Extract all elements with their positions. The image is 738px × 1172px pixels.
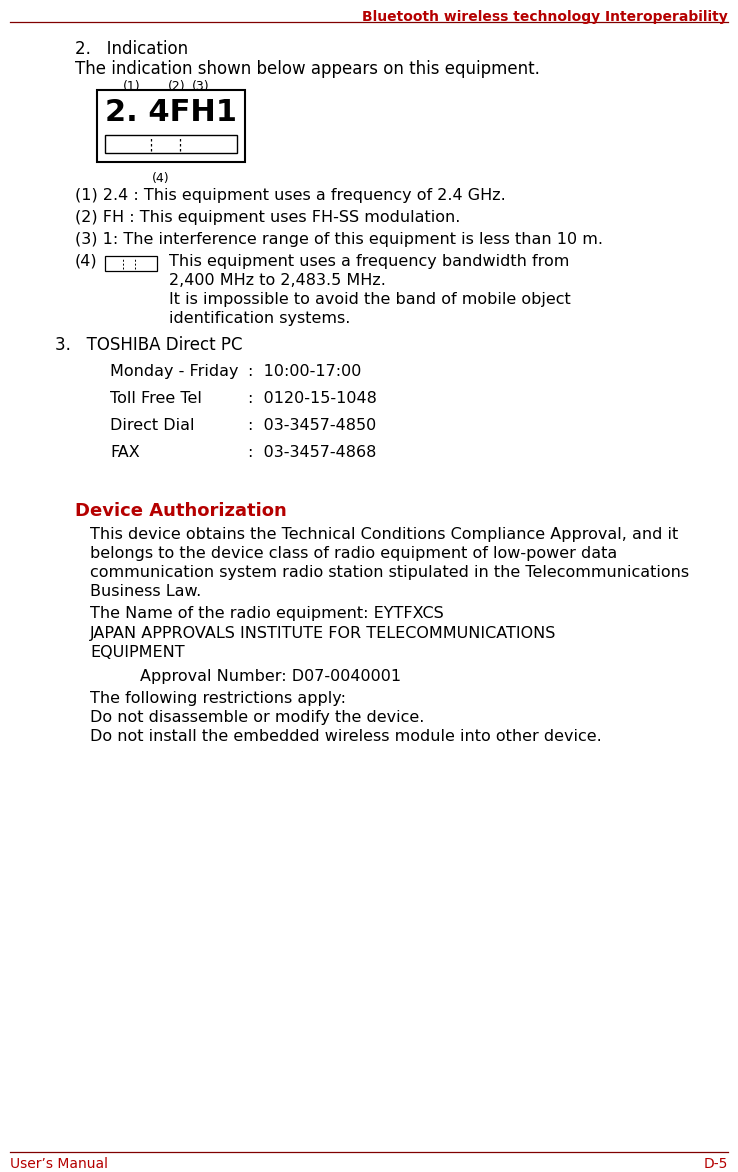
Text: It is impossible to avoid the band of mobile object: It is impossible to avoid the band of mo…: [169, 292, 570, 307]
Text: Monday - Friday: Monday - Friday: [110, 364, 238, 379]
Text: (4): (4): [152, 172, 170, 185]
Text: (2): (2): [168, 80, 186, 93]
Text: FAX: FAX: [110, 445, 139, 459]
Text: :  03-3457-4868: : 03-3457-4868: [248, 445, 376, 459]
Text: Bluetooth wireless technology Interoperability: Bluetooth wireless technology Interopera…: [362, 11, 728, 23]
Text: communication system radio station stipulated in the Telecommunications: communication system radio station stipu…: [90, 565, 689, 580]
Text: Device Authorization: Device Authorization: [75, 502, 287, 520]
Text: Direct Dial: Direct Dial: [110, 418, 195, 432]
Text: Do not disassemble or modify the device.: Do not disassemble or modify the device.: [90, 710, 424, 725]
Text: 2,400 MHz to 2,483.5 MHz.: 2,400 MHz to 2,483.5 MHz.: [169, 273, 386, 288]
Text: Approval Number: D07-0040001: Approval Number: D07-0040001: [140, 669, 401, 684]
Text: Business Law.: Business Law.: [90, 584, 201, 599]
Text: 3.   TOSHIBA Direct PC: 3. TOSHIBA Direct PC: [55, 336, 243, 354]
Text: (4): (4): [75, 254, 97, 270]
Bar: [105, 135, 237, 154]
Text: D-5: D-5: [703, 1157, 728, 1171]
Text: The Name of the radio equipment: EYTFXCS: The Name of the radio equipment: EYTFXCS: [90, 606, 444, 621]
Text: (3) 1: The interference range of this equipment is less than 10 m.: (3) 1: The interference range of this eq…: [75, 232, 603, 247]
Bar: [105, 255, 157, 271]
Bar: [97, 90, 245, 162]
Text: :  10:00-17:00: : 10:00-17:00: [248, 364, 362, 379]
Text: This device obtains the Technical Conditions Compliance Approval, and it: This device obtains the Technical Condit…: [90, 527, 678, 541]
Text: :  0120-15-1048: : 0120-15-1048: [248, 391, 377, 406]
Text: JAPAN APPROVALS INSTITUTE FOR TELECOMMUNICATIONS: JAPAN APPROVALS INSTITUTE FOR TELECOMMUN…: [90, 626, 556, 641]
Text: (1): (1): [123, 80, 141, 93]
Text: User’s Manual: User’s Manual: [10, 1157, 108, 1171]
Text: 2.   Indication: 2. Indication: [75, 40, 188, 57]
Text: belongs to the device class of radio equipment of low-power data: belongs to the device class of radio equ…: [90, 546, 617, 561]
Text: Do not install the embedded wireless module into other device.: Do not install the embedded wireless mod…: [90, 729, 601, 744]
Text: 2. 4FH1: 2. 4FH1: [105, 98, 237, 127]
Text: This equipment uses a frequency bandwidth from: This equipment uses a frequency bandwidt…: [169, 254, 570, 270]
Text: (2) FH : This equipment uses FH-SS modulation.: (2) FH : This equipment uses FH-SS modul…: [75, 210, 461, 225]
Text: The following restrictions apply:: The following restrictions apply:: [90, 691, 346, 706]
Text: (3): (3): [192, 80, 210, 93]
Text: (1) 2.4 : This equipment uses a frequency of 2.4 GHz.: (1) 2.4 : This equipment uses a frequenc…: [75, 188, 506, 203]
Text: identification systems.: identification systems.: [169, 311, 351, 326]
Text: The indication shown below appears on this equipment.: The indication shown below appears on th…: [75, 60, 540, 79]
Text: :  03-3457-4850: : 03-3457-4850: [248, 418, 376, 432]
Text: EQUIPMENT: EQUIPMENT: [90, 645, 184, 660]
Text: Toll Free Tel: Toll Free Tel: [110, 391, 202, 406]
